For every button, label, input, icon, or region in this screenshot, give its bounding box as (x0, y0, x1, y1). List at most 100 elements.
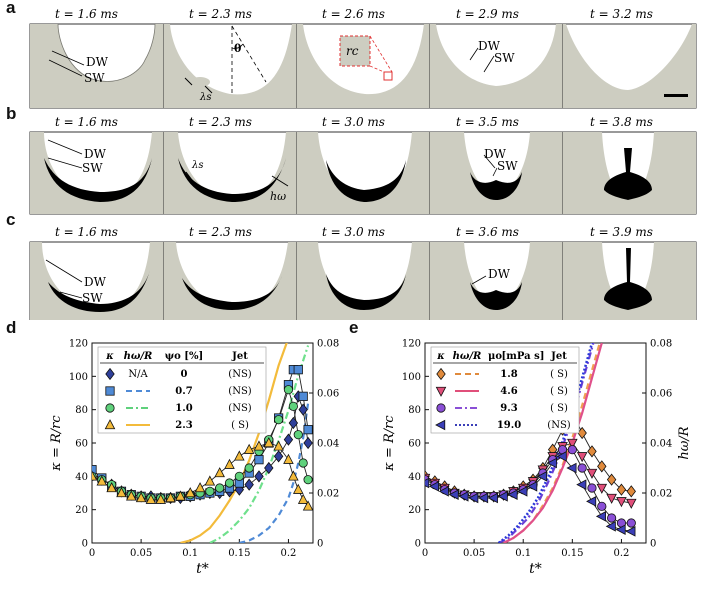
kappa-point (577, 426, 587, 440)
y-right-tick-label: 0.06 (650, 389, 672, 400)
legend-jet: ( S) (550, 386, 568, 397)
kappa-point (303, 475, 313, 485)
panel-letter-a: a (6, 0, 16, 17)
kappa-point (546, 457, 557, 469)
kappa-line (425, 455, 632, 532)
y-right-tick-label: 0.04 (317, 439, 339, 450)
legend-marker (436, 403, 446, 413)
legend-marker (105, 386, 115, 396)
frame-b5: t = 3.8 ms (562, 115, 697, 215)
kappa-point (175, 490, 186, 501)
b1-sw-label: SW (82, 161, 103, 175)
kappa-point (184, 487, 196, 498)
legend-value: 1.0 (175, 403, 192, 414)
legend-header: κ (436, 351, 445, 362)
y-left-tick-label: 20 (75, 505, 88, 516)
chart-e-plot: 0 0.05 0.1 0.15 0.2 0 20 40 60 80 100 120 0 0.02 0.04 0… (382, 339, 692, 578)
y-left-axis-label: κ = R/rc (382, 415, 397, 472)
a4-sw-label: SW (494, 51, 515, 65)
kappa-point (145, 493, 157, 504)
kappa-point (587, 445, 597, 458)
legend-jet: ( S) (550, 369, 568, 380)
kappa-point (165, 492, 176, 503)
a2-lambda-label: λs (199, 92, 211, 103)
y-left-tick-label: 40 (408, 472, 421, 483)
a1-time: t = 1.6 ms (55, 7, 118, 21)
y-right-tick-label: 0.02 (650, 489, 672, 500)
kappa-point (243, 443, 255, 454)
b2-lambda-label: λs (191, 160, 203, 171)
kappa-point (244, 478, 254, 491)
y-right-axis-label: hω/R (677, 426, 692, 459)
legend-jet: (NS) (547, 420, 571, 431)
kappa-point (605, 521, 616, 532)
y-right-tick-label: 0.08 (650, 339, 672, 350)
kappa-point (155, 493, 167, 504)
legend-marker (104, 419, 116, 430)
a1-dw-label: DW (86, 55, 109, 69)
legend-header: hω/R (124, 351, 153, 362)
a5-time: t = 3.2 ms (590, 7, 653, 21)
kappa-point (616, 483, 627, 496)
b4-sw-label: SW (497, 159, 518, 173)
kappa-point (556, 451, 567, 462)
hw-curve (209, 345, 310, 543)
kappa-point (607, 513, 617, 523)
legend-header: Jet (231, 351, 248, 362)
legend-marker (435, 386, 447, 397)
c1-dw-label: DW (84, 275, 107, 289)
kappa-point (234, 450, 245, 461)
frame-a3: rc t = 2.6 ms (296, 7, 431, 109)
kappa-point (292, 483, 304, 494)
legend-value: 4.6 (500, 386, 517, 397)
legend-header: μo (488, 351, 502, 362)
legend-marker (105, 367, 115, 381)
panel-letter-d: d (6, 318, 17, 337)
legend-marker (105, 403, 115, 413)
a4-time: t = 2.9 ms (456, 7, 519, 21)
kappa-point (597, 460, 607, 473)
b2-time: t = 2.3 ms (189, 115, 252, 129)
row-c: DW SW t = 1.6 ms t = 2.3 ms t = 3.0 ms D… (29, 225, 697, 320)
kappa-point (204, 475, 216, 486)
kappa-point (253, 440, 265, 451)
y-left-tick-label: 60 (408, 439, 421, 450)
y-left-tick-label: 60 (75, 439, 88, 450)
panel-letter-e: e (349, 318, 359, 337)
c3-time: t = 3.0 ms (322, 225, 385, 239)
kappa-point (283, 453, 294, 464)
legend-jet: ( S) (550, 403, 568, 414)
a3-time: t = 2.6 ms (322, 7, 385, 21)
kappa-point (625, 526, 636, 537)
b4-dw-label: DW (484, 147, 507, 161)
x-axis-label: t* (529, 561, 542, 577)
y-left-tick-label: 20 (408, 505, 421, 516)
c4-time: t = 3.6 ms (456, 225, 519, 239)
frame-b3: t = 3.0 ms (296, 115, 431, 215)
legend-value: 1.8 (500, 369, 517, 380)
kappa-point (92, 470, 98, 481)
legend-header: Jet (550, 351, 567, 362)
kappa-point (626, 485, 636, 498)
y-right-tick-label: 0.08 (317, 339, 339, 350)
legend-jet: (NS) (228, 403, 252, 414)
chart-e-legend: κ hω/R μo [mPa s] Jet 1.8 ( S) 4.6 ( S) 9.3 ( S) 19… (430, 346, 580, 434)
y-left-tick-label: 80 (75, 405, 88, 416)
c5-time: t = 3.9 ms (590, 225, 653, 239)
kappa-point (297, 493, 309, 504)
hw-curves (180, 343, 310, 543)
kappa-point (458, 491, 469, 502)
b2-h-label: hω (270, 190, 286, 203)
y-right-tick-label: 0.02 (317, 489, 339, 500)
a3-rc-label: rc (346, 44, 359, 58)
row-b: DW SW t = 1.6 ms λs hω t = 2.3 ms t = 3.… (29, 115, 697, 215)
kappa-point (244, 463, 254, 473)
kappa-point (205, 486, 215, 496)
panel-letter-c: c (6, 210, 16, 229)
kappa-point (576, 479, 587, 490)
kappa-point (626, 518, 636, 528)
kappa-point (567, 438, 578, 449)
x-tick-label: 0.1 (182, 548, 198, 559)
kappa-line (425, 449, 632, 524)
kappa-point (106, 482, 117, 493)
